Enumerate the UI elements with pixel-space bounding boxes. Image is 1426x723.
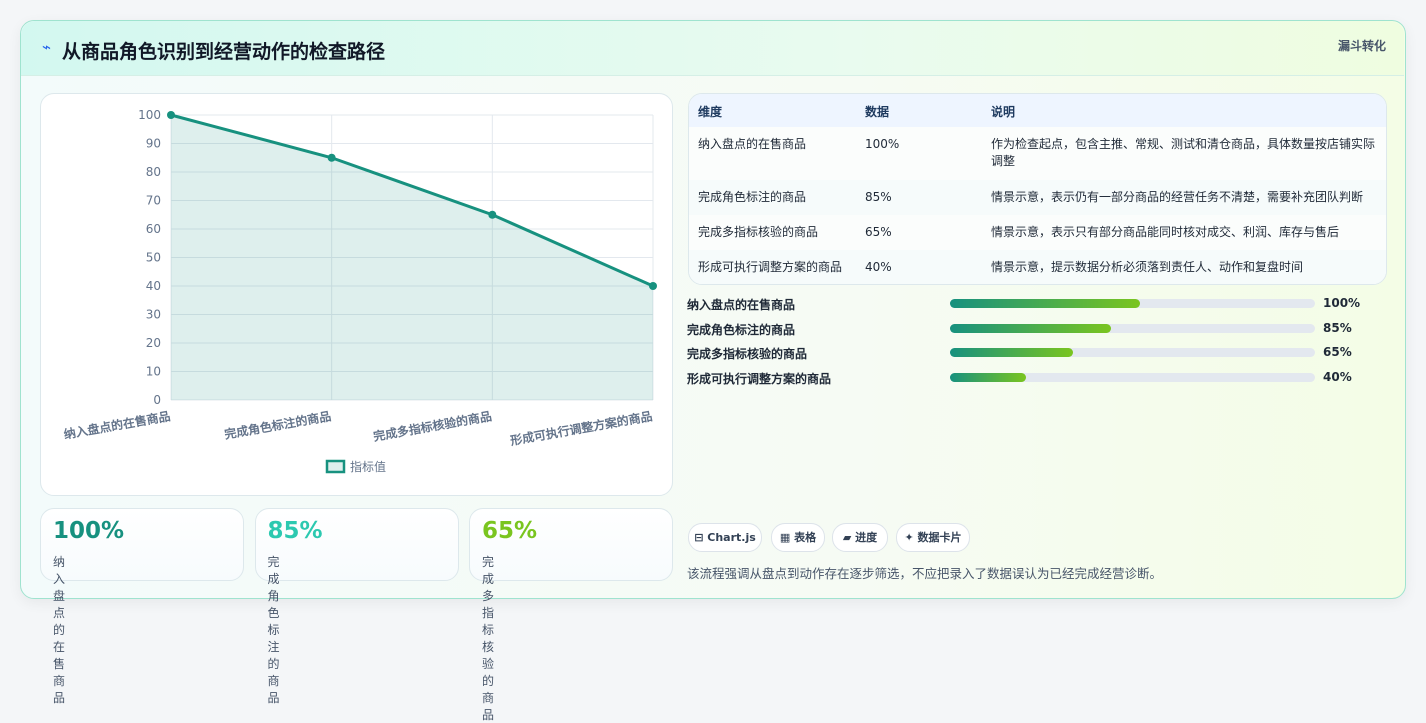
tag-pill: ⊟ Chart.js — [688, 523, 762, 552]
progress-label: 纳入盘点的在售商品 — [687, 298, 796, 312]
progress-label: 完成多指标核验的商品 — [687, 347, 808, 362]
column-header: 说明 — [991, 105, 1016, 119]
tag-pill: ▰ 进度 — [832, 523, 888, 552]
progress-fill — [950, 348, 1074, 358]
table-cell: 完成多指标核验的商品 — [698, 225, 819, 239]
y-tick-label: 30 — [146, 308, 161, 322]
column-header: 数据 — [865, 105, 890, 119]
y-tick-label: 80 — [146, 165, 161, 179]
table-cell: 40% — [865, 260, 892, 274]
point — [167, 111, 175, 119]
stat-value: 85% — [267, 518, 323, 544]
tag-pill: ▦ 表格 — [771, 523, 825, 552]
progress-fill — [950, 299, 1140, 308]
y-tick-label: 70 — [146, 194, 161, 208]
x-tick-label: 形成可执行调整方案的商品 — [509, 408, 653, 448]
stat-value: 100% — [53, 518, 125, 544]
progress-label: 形成可执行调整方案的商品 — [687, 372, 832, 387]
table-cell: 作为检查起点，包含主推、常规、测试和清仓商品，具体数量按店铺实际调整 — [991, 137, 1376, 168]
data-table: 维度 数据 说明纳入盘点的在售商品 100% 作为检查起点，包含主推、常规、测试和清仓商… — [688, 93, 1387, 285]
x-tick-label: 完成多指标核验的商品 — [372, 408, 493, 444]
table-cell: 情景示意，表示仍有一部分商品的经营任务不清楚，需要补充团队判断 — [991, 190, 1364, 204]
table-cell: 65% — [865, 225, 892, 239]
table-cell: 100% — [865, 137, 900, 151]
header-tag: 漏斗转化 — [1337, 39, 1386, 53]
legend-label: 指标值 — [350, 459, 386, 474]
column-header: 维度 — [698, 105, 723, 119]
progress-track — [950, 323, 1315, 333]
y-tick-label: 40 — [146, 279, 161, 293]
y-tick-label: 100 — [138, 108, 161, 122]
stat-card — [254, 508, 459, 581]
y-tick-label: 20 — [146, 336, 161, 350]
progress-value: 100% — [1323, 296, 1361, 310]
point — [488, 210, 497, 219]
legend-swatch — [325, 459, 346, 474]
stat-value: 65% — [482, 518, 538, 544]
x-tick-label: 完成角色标注的商品 — [223, 408, 332, 442]
table-row — [689, 250, 1386, 284]
chart-panel — [40, 93, 673, 496]
stat-label: 完成多指标核验的商品 — [482, 555, 495, 722]
page: {"header": {"icon": "⌁", "title": "从商品角色… — [20, 20, 1406, 722]
y-tick-label: 0 — [153, 393, 161, 407]
progress-label: 完成角色标注的商品 — [687, 322, 796, 337]
progress-value: 85% — [1323, 320, 1352, 335]
point — [649, 282, 657, 290]
table-cell: 完成角色标注的商品 — [698, 190, 807, 204]
y-tick-label: 50 — [146, 251, 161, 265]
progress-value: 40% — [1323, 370, 1352, 385]
progress-track — [950, 373, 1315, 383]
y-tick-label: 10 — [146, 365, 161, 379]
footnote: 该流程强调从盘点到动作存在逐步筛选，不应把录入了数据误认为已经完成经营诊断。 — [687, 566, 1163, 581]
card-header — [21, 21, 1404, 76]
area — [171, 115, 653, 400]
table-cell: 情景示意，提示数据分析必须落到责任人、动作和复盘时间 — [991, 260, 1304, 274]
header-title: 从商品角色识别到经营动作的检查路径 — [62, 41, 386, 63]
point — [327, 153, 336, 162]
progress-value: 65% — [1323, 345, 1352, 360]
header-icon: ⌁ — [42, 38, 52, 56]
table-row — [689, 127, 1386, 181]
stat-label: 完成角色标注的商品 — [267, 555, 280, 705]
progress-track — [950, 348, 1315, 358]
progress-fill — [950, 373, 1026, 383]
chart: 0 10 20 30 40 50 60 70 80 90 100 纳入盘点的在售商品 完成角色标注的商品… — [63, 108, 657, 474]
progress-fill — [950, 323, 1112, 333]
x-tick-label: 纳入盘点的在售商品 — [63, 408, 172, 442]
table-cell: 纳入盘点的在售商品 — [698, 137, 807, 151]
table-header-row — [689, 94, 1386, 128]
line — [170, 113, 654, 288]
stat-card — [469, 508, 673, 581]
table-cell: 情景示意，表示只有部分商品能同时核对成交、利润、库存与售后 — [991, 225, 1340, 239]
tag-pill: ✦ 数据卡片 — [896, 523, 970, 552]
y-tick-label: 90 — [146, 137, 161, 151]
table-cell: 85% — [865, 190, 892, 204]
stat-label: 纳入盘点的在售商品 — [53, 555, 66, 705]
y-tick-label: 60 — [146, 222, 161, 236]
table-cell: 形成可执行调整方案的商品 — [698, 260, 843, 274]
stat-card — [40, 508, 244, 581]
